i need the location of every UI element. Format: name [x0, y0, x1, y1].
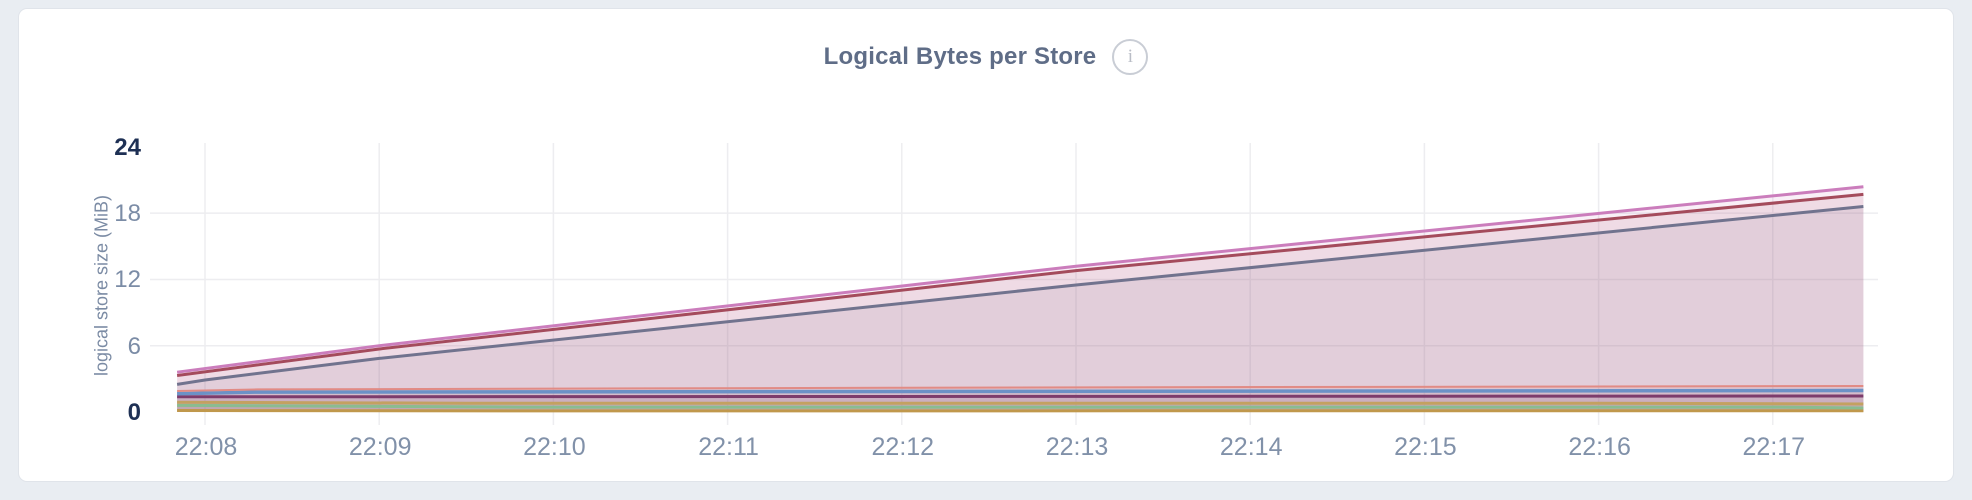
info-icon[interactable]: i: [1112, 39, 1149, 75]
x-tick-label: 22:15: [1394, 433, 1457, 461]
chart-card: Logical Bytes per Store i logical store …: [18, 8, 1954, 482]
x-tick-label: 22:14: [1219, 433, 1283, 461]
chart-title: Logical Bytes per Store: [823, 43, 1097, 70]
chart-header: Logical Bytes per Store i: [19, 39, 1953, 75]
x-tick-label: 22:10: [523, 433, 586, 461]
y-tick-label: 0: [127, 399, 141, 426]
x-tick-label: 22:13: [1045, 433, 1109, 461]
x-tick-label: 22:09: [348, 433, 412, 461]
x-tick-label: 22:08: [174, 433, 238, 461]
y-tick-label: 6: [127, 332, 141, 360]
chart-plot-area[interactable]: [169, 124, 1897, 434]
x-tick-label: 22:16: [1568, 433, 1631, 461]
x-tick-label: 22:11: [698, 433, 759, 461]
y-tick-label: 12: [114, 266, 141, 294]
x-tick-label: 22:17: [1742, 433, 1806, 461]
y-tick-label: 18: [114, 200, 141, 228]
x-tick-label: 22:12: [871, 433, 935, 461]
y-tick-label: 24: [114, 133, 141, 161]
